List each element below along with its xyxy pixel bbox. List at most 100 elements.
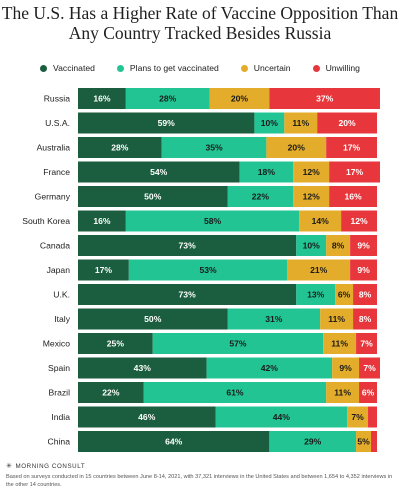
data-label-3-2: 12%: [303, 167, 321, 177]
data-label-0-3: 37%: [316, 94, 334, 104]
bar-11-3: [359, 357, 380, 379]
data-label-4-2: 12%: [303, 192, 321, 202]
chart-title-line-1: The U.S. Has a Higher Rate of Vaccine Op…: [1, 3, 399, 23]
data-label-6-3: 9%: [357, 241, 370, 251]
bar-9-1: [227, 308, 321, 330]
bar-2-1: [161, 137, 267, 158]
data-label-3-0: 54%: [150, 167, 168, 177]
legend-item-1: Plans to get vaccinated: [116, 63, 219, 73]
category-label-13: India: [51, 412, 70, 422]
bar-4-0: [78, 186, 228, 207]
category-label-1: U.S.A.: [45, 118, 70, 128]
bar-12-0: [78, 382, 144, 403]
bar-2-2: [266, 137, 327, 158]
data-label-5-0: 16%: [93, 216, 111, 226]
legend-swatch-2: [240, 64, 248, 72]
data-label-8-1: 13%: [307, 290, 325, 300]
data-label-4-1: 22%: [252, 192, 270, 202]
data-label-2-3: 17%: [343, 143, 361, 153]
data-label-5-2: 14%: [312, 216, 330, 226]
bar-5-1: [125, 210, 300, 232]
category-label-12: Brazil: [49, 388, 71, 398]
bar-9-2: [320, 308, 354, 330]
bar-12-2: [326, 382, 360, 403]
data-label-12-0: 22%: [102, 388, 120, 398]
data-label-10-1: 57%: [229, 339, 247, 349]
data-label-6-1: 10%: [303, 241, 321, 251]
bar-3-3: [329, 161, 380, 183]
legend-item-0: Vaccinated: [40, 63, 95, 73]
data-label-11-3: 7%: [363, 363, 376, 373]
data-label-10-0: 25%: [107, 339, 125, 349]
data-label-3-1: 18%: [258, 167, 276, 177]
data-label-2-0: 28%: [111, 143, 129, 153]
data-label-0-2: 20%: [231, 94, 249, 104]
bar-14-0: [78, 431, 270, 452]
bar-12-3: [359, 382, 377, 403]
data-label-5-3: 12%: [350, 216, 368, 226]
bar-5-0: [78, 210, 126, 232]
data-label-2-2: 20%: [288, 143, 306, 153]
legend-label-3: Unwilling: [325, 63, 360, 73]
category-label-6: Canada: [40, 241, 70, 251]
bar-9-3: [353, 308, 377, 330]
bar-1-1: [254, 112, 285, 134]
bar-6-1: [296, 235, 327, 256]
data-label-10-2: 11%: [331, 339, 348, 349]
bar-3-1: [239, 161, 294, 183]
category-label-11: Spain: [48, 363, 70, 373]
category-label-9: Italy: [54, 314, 70, 324]
data-label-1-2: 11%: [292, 118, 309, 128]
data-label-5-1: 58%: [204, 216, 222, 226]
star-logo-icon: ✳: [6, 463, 13, 470]
category-label-4: Germany: [35, 192, 71, 202]
bar-13-1: [215, 406, 348, 428]
data-label-4-0: 50%: [144, 192, 162, 202]
data-label-6-0: 73%: [179, 241, 197, 251]
bar-14-2: [356, 431, 372, 452]
legend-item-3: Unwilling: [312, 63, 360, 73]
bar-2-3: [326, 137, 377, 158]
data-label-8-0: 73%: [179, 290, 197, 300]
bar-0-1: [125, 88, 210, 109]
category-label-0: Russia: [44, 94, 70, 104]
data-label-1-3: 20%: [338, 118, 356, 128]
bar-1-0: [78, 112, 255, 134]
data-label-14-2: 5%: [357, 437, 370, 447]
bar-0-2: [209, 88, 270, 109]
bar-14-1: [269, 431, 357, 452]
footer-brand: ✳ MORNING CONSULT: [6, 462, 85, 471]
legend-swatch-0: [40, 64, 48, 72]
data-label-12-3: 6%: [362, 388, 375, 398]
data-label-7-1: 53%: [199, 265, 217, 275]
bar-11-1: [206, 357, 333, 379]
data-label-8-3: 8%: [359, 290, 372, 300]
chart-title-line-2: Any Country Tracked Besides Russia: [68, 23, 332, 43]
data-label-13-0: 46%: [138, 412, 156, 422]
category-label-5: South Korea: [22, 216, 70, 226]
bar-6-0: [78, 235, 297, 256]
bar-7-0: [78, 259, 129, 281]
data-label-0-0: 16%: [93, 94, 111, 104]
bar-8-2: [335, 284, 354, 305]
bar-12-1: [143, 382, 327, 403]
data-label-12-2: 11%: [334, 388, 351, 398]
data-label-12-1: 61%: [226, 388, 244, 398]
legend-label-0: Vaccinated: [53, 63, 95, 73]
bar-4-3: [329, 186, 377, 207]
legend-swatch-3: [312, 64, 320, 72]
data-label-9-3: 8%: [359, 314, 372, 324]
data-label-6-2: 8%: [332, 241, 345, 251]
data-label-9-1: 31%: [265, 314, 283, 324]
bar-11-0: [78, 357, 207, 379]
data-label-9-2: 11%: [328, 314, 345, 324]
bar-9-0: [78, 308, 228, 330]
bar-0-3: [269, 88, 380, 109]
bar-10-3: [356, 333, 377, 354]
category-label-2: Australia: [37, 143, 71, 153]
data-label-2-1: 35%: [205, 143, 223, 153]
bar-10-1: [152, 333, 324, 354]
data-label-1-0: 59%: [158, 118, 176, 128]
bar-1-2: [284, 112, 318, 134]
